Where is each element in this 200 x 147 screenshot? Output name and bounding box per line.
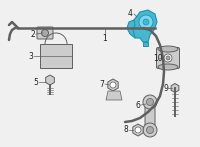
Ellipse shape xyxy=(164,54,172,62)
FancyBboxPatch shape xyxy=(145,101,155,131)
Ellipse shape xyxy=(166,56,170,60)
Text: 10: 10 xyxy=(153,54,163,62)
Circle shape xyxy=(146,127,154,133)
Text: 6: 6 xyxy=(136,101,140,110)
Ellipse shape xyxy=(158,64,178,70)
Polygon shape xyxy=(40,44,72,68)
Text: 3: 3 xyxy=(29,51,33,61)
Circle shape xyxy=(143,123,157,137)
Circle shape xyxy=(139,15,153,29)
FancyBboxPatch shape xyxy=(37,27,53,39)
Text: 7: 7 xyxy=(100,80,104,88)
FancyBboxPatch shape xyxy=(156,47,180,69)
Circle shape xyxy=(110,82,116,88)
Circle shape xyxy=(135,127,141,133)
Circle shape xyxy=(143,19,149,25)
Polygon shape xyxy=(106,91,122,100)
Circle shape xyxy=(42,30,48,36)
Circle shape xyxy=(143,95,157,109)
Polygon shape xyxy=(127,20,135,38)
Text: 8: 8 xyxy=(124,126,128,135)
Text: 4: 4 xyxy=(128,9,132,17)
Polygon shape xyxy=(132,10,157,42)
Ellipse shape xyxy=(158,46,178,52)
Text: 5: 5 xyxy=(34,77,38,86)
Polygon shape xyxy=(143,42,148,46)
Text: 1: 1 xyxy=(103,34,107,42)
Text: 2: 2 xyxy=(31,30,35,39)
Text: 9: 9 xyxy=(164,83,168,92)
Circle shape xyxy=(146,98,154,106)
